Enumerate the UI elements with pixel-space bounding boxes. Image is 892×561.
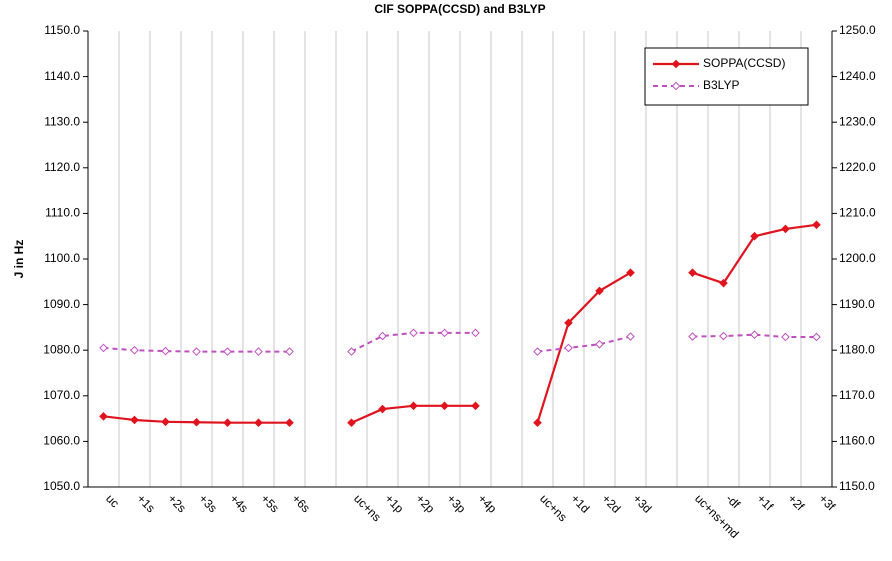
point-marker	[161, 417, 170, 427]
point-marker	[626, 332, 635, 341]
y2-tick-label: 1190.0	[839, 297, 875, 311]
point-marker	[347, 347, 356, 356]
point-marker	[719, 331, 728, 341]
y-tick-label: 1090.0	[43, 297, 80, 311]
point-marker	[130, 345, 139, 355]
y-tick-label: 1140.0	[44, 69, 80, 83]
y-tick-label: 1070.0	[43, 388, 80, 402]
x-tick-label: +4s	[227, 491, 251, 515]
y2-tick-label: 1170.0	[839, 388, 875, 402]
point-marker	[130, 415, 139, 425]
x-tick-label: +1p	[382, 491, 407, 516]
y-tick-label: 1080.0	[43, 342, 80, 356]
legend-marker	[671, 59, 681, 69]
x-tick-label: +1d	[568, 491, 592, 515]
point-marker	[285, 347, 294, 356]
point-marker	[440, 401, 449, 411]
point-marker	[440, 328, 449, 338]
x-tick-label: +5s	[258, 491, 282, 515]
point-marker	[378, 404, 387, 414]
point-marker	[564, 343, 573, 353]
y2-tick-label: 1250.0	[839, 23, 876, 37]
y2-tick-label: 1220.0	[839, 160, 876, 174]
point-marker	[533, 418, 542, 428]
x-tick-label: uc	[103, 491, 122, 510]
x-tick-label: +3s	[196, 491, 220, 515]
point-marker	[719, 278, 728, 288]
x-tick-label: +3f	[816, 491, 838, 513]
x-tick-label: +1s	[134, 491, 158, 515]
point-marker	[750, 330, 759, 340]
y2-tick-label: 1210.0	[839, 206, 876, 220]
y-axis-label: J in Hz	[12, 240, 26, 279]
y2-tick-label: 1240.0	[839, 69, 876, 83]
chart-title: ClF SOPPA(CCSD) and B3LYP	[374, 2, 545, 16]
point-marker	[192, 417, 201, 427]
y-tick-label: 1060.0	[43, 434, 80, 448]
point-marker	[378, 331, 387, 341]
y-tick-label: 1150.0	[44, 23, 80, 37]
y2-tick-label: 1230.0	[839, 114, 876, 128]
x-tick-label: +1f	[754, 491, 776, 513]
point-marker	[533, 347, 542, 356]
point-marker	[595, 339, 604, 349]
point-marker	[688, 332, 697, 341]
point-marker	[781, 224, 790, 234]
y-tick-label: 1050.0	[43, 479, 80, 493]
x-tick-label: uc+ns	[351, 491, 384, 524]
point-marker	[409, 401, 418, 411]
point-marker	[812, 332, 821, 342]
x-tick-label: +3p	[444, 491, 469, 516]
point-marker	[626, 268, 635, 277]
x-tick-label: +4p	[475, 491, 500, 516]
point-marker	[688, 268, 697, 277]
point-marker	[812, 220, 821, 230]
legend-marker	[671, 81, 681, 91]
x-tick-label: +2s	[165, 491, 189, 515]
x-tick-label: +3d	[630, 491, 654, 515]
x-tick-label: +2d	[599, 491, 623, 515]
point-marker	[223, 418, 232, 428]
point-marker	[99, 343, 108, 353]
point-marker	[595, 286, 604, 296]
point-marker	[781, 332, 790, 342]
point-marker	[99, 412, 108, 421]
point-marker	[750, 231, 759, 241]
x-tick-label: +2p	[413, 491, 438, 516]
point-marker	[192, 347, 201, 356]
point-marker	[471, 328, 480, 338]
y2-tick-label: 1180.0	[839, 342, 875, 356]
legend-label: SOPPA(CCSD)	[703, 56, 785, 70]
y2-tick-label: 1200.0	[839, 251, 876, 265]
y2-tick-label: 1150.0	[839, 479, 875, 493]
x-tick-label: uc+ns	[537, 491, 570, 524]
x-tick-label: -df	[723, 491, 743, 511]
y-tick-label: 1120.0	[44, 160, 80, 174]
point-marker	[347, 418, 356, 428]
point-marker	[254, 418, 263, 428]
x-tick-label: +2f	[785, 491, 807, 513]
y2-tick-label: 1160.0	[839, 434, 875, 448]
point-marker	[564, 318, 573, 328]
point-marker	[254, 347, 263, 356]
y-tick-label: 1100.0	[44, 251, 80, 265]
point-marker	[161, 346, 170, 356]
point-marker	[223, 347, 232, 356]
y-tick-label: 1130.0	[44, 114, 80, 128]
y-tick-label: 1110.0	[45, 206, 80, 220]
legend-box	[644, 47, 809, 106]
legend-label: B3LYP	[703, 78, 739, 92]
point-marker	[285, 418, 294, 428]
x-tick-label: +6s	[289, 491, 313, 515]
point-marker	[409, 328, 418, 338]
point-marker	[471, 401, 480, 411]
